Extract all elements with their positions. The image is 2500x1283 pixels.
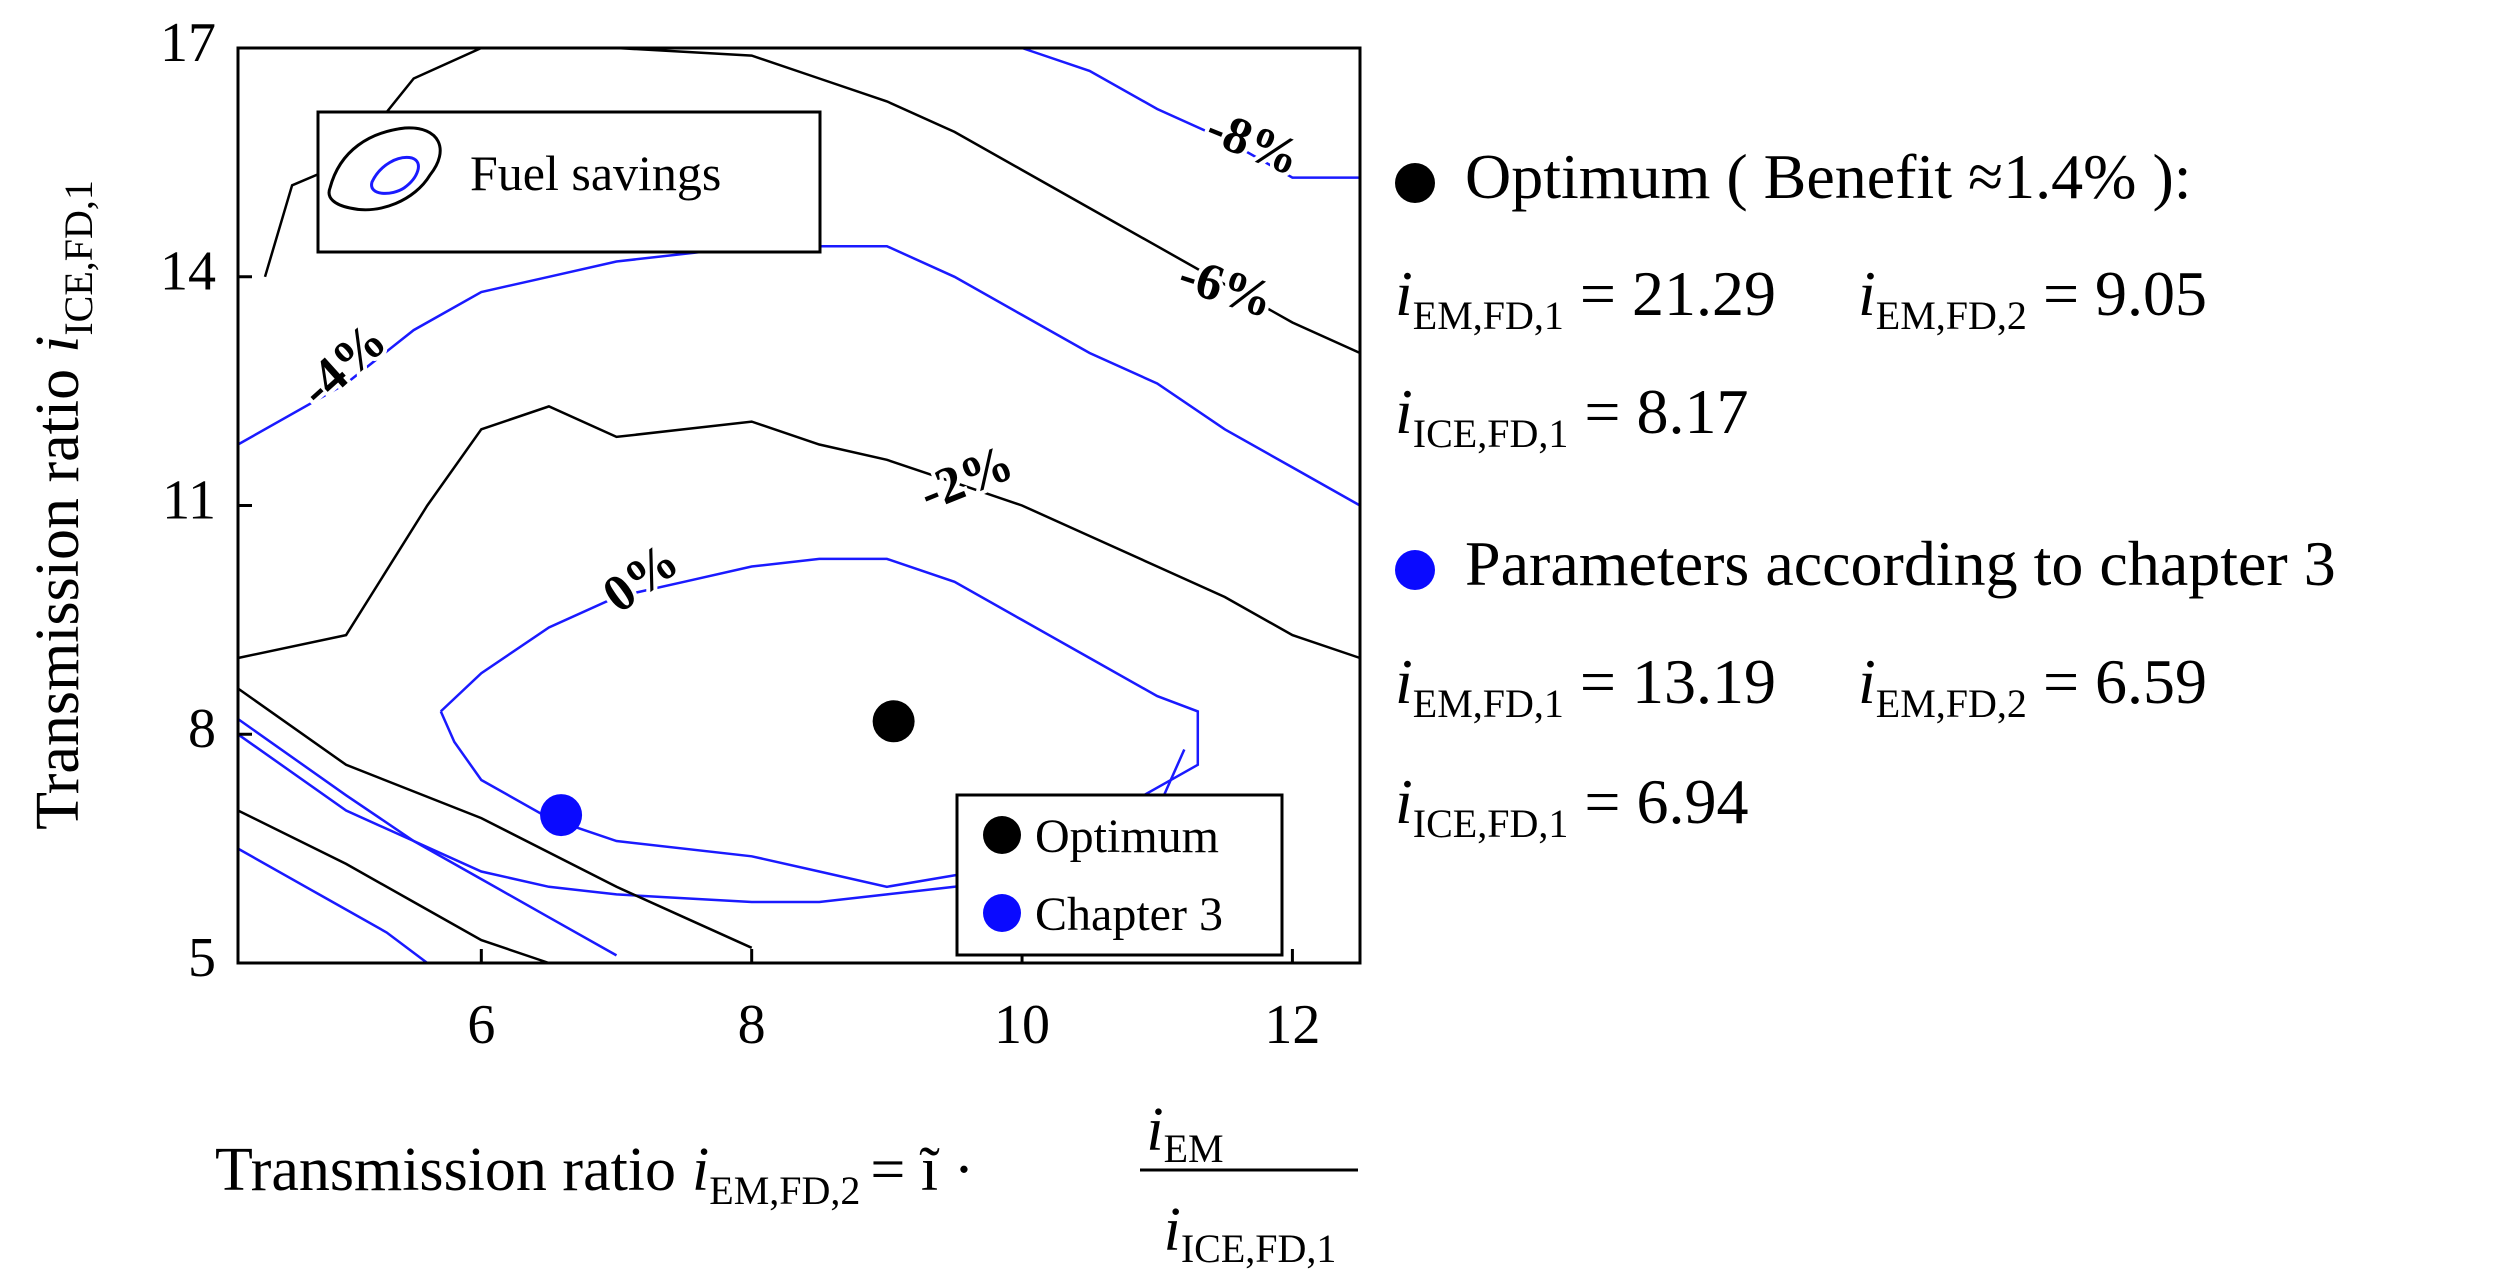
y-tick-label-1: 14 xyxy=(160,241,216,303)
fuel-savings-inner-contour-icon xyxy=(370,155,420,195)
chapter3-em-ratios: iEM,FD,1 = 13.19 iEM,FD,2 = 6.59 xyxy=(1395,650,2207,724)
chapter3-marker xyxy=(1395,550,1435,591)
legend-chapter3-label: Chapter 3 xyxy=(1035,888,1223,941)
contour-line-1 xyxy=(439,557,1200,889)
chapter3-em2-symbol: i xyxy=(1858,646,1876,717)
optimum-em2-subscript: EM,FD,2 xyxy=(1875,293,2027,338)
chapter3-ice-symbol: i xyxy=(1395,766,1413,837)
svg-text:iEM: iEM xyxy=(1146,1096,1223,1171)
chapter3-em1-subscript: EM,FD,1 xyxy=(1412,681,1564,726)
x-tick-label-1: 8 xyxy=(738,994,766,1056)
legend-chapter3-marker xyxy=(983,894,1021,932)
y-axis-ticks: 17 14 11 8 5 xyxy=(160,12,252,989)
contour-line-7 xyxy=(237,809,550,965)
contour-label-3: -6% xyxy=(1172,246,1280,330)
y-axis-label: Transmission ratio iICE,FD,1 xyxy=(24,180,101,830)
fuel-savings-legend: Fuel savings xyxy=(316,110,822,254)
optimum-em1-subscript: EM,FD,1 xyxy=(1412,293,1564,338)
y-tick-label-0: 17 xyxy=(160,12,216,74)
y-axis-label-text: Transmission ratio xyxy=(24,369,92,830)
contour-line-5 xyxy=(237,733,618,957)
x-tick-label-3: 12 xyxy=(1264,994,1320,1056)
x-axis-label-subscript: EM,FD,2 xyxy=(709,1168,860,1213)
contour-line-9 xyxy=(237,847,429,964)
chapter3-em1-symbol: i xyxy=(1395,646,1413,717)
x-axis-label-equation: = ĩ · xyxy=(870,1136,974,1204)
optimum-heading-text: Optimum ( Benefit xyxy=(1465,141,1953,212)
optimum-benefit: 1.4% ): xyxy=(2003,141,2192,212)
contour-line-2 xyxy=(237,405,1361,660)
y-axis-label-subscript: ICE,FD,1 xyxy=(56,180,101,336)
fuel-savings-outer-contour-icon xyxy=(327,126,442,212)
contour-label-2: -4% xyxy=(289,312,398,418)
chapter3-ice-value: = 6.94 xyxy=(1584,766,1749,837)
x-tick-label-0: 6 xyxy=(467,994,495,1056)
optimum-ice-ratio: iICE,FD,1 = 8.17 xyxy=(1395,380,1748,454)
chapter3-heading-text: Parameters according to chapter 3 xyxy=(1465,528,2336,599)
optimum-ice-subscript: ICE,FD,1 xyxy=(1412,411,1569,456)
x-axis-fraction-denominator-subscript: ICE,FD,1 xyxy=(1181,1226,1337,1271)
chapter3-em2-subscript: EM,FD,2 xyxy=(1875,681,2027,726)
optimum-approx-symbol: ≈ xyxy=(1968,141,2004,212)
chapter3-heading: Parameters according to chapter 3 xyxy=(1395,532,2336,596)
x-axis-label: Transmission ratio iEM,FD,2 = ĩ · iEM iICE… xyxy=(215,1096,1358,1271)
x-axis-fraction-numerator-symbol: i xyxy=(1146,1096,1163,1164)
y-tick-label-4: 5 xyxy=(188,927,216,989)
x-axis-ticks: 6 8 10 12 xyxy=(467,949,1320,1056)
chapter3-ice-subscript: ICE,FD,1 xyxy=(1412,801,1569,846)
optimum-marker xyxy=(1395,163,1435,204)
optimum-heading: Optimum ( Benefit ≈1.4% ): xyxy=(1395,145,2192,209)
optimum-em-ratios: iEM,FD,1 = 21.29 iEM,FD,2 = 9.05 xyxy=(1395,262,2207,336)
contour-label-1: -2% xyxy=(911,434,1021,523)
chapter3-em1-value: = 13.19 xyxy=(1579,646,1777,717)
optimum-ice-value: = 8.17 xyxy=(1584,376,1749,447)
chapter3-em2-value: = 6.59 xyxy=(2042,646,2208,717)
contour-label-0: 0% xyxy=(593,532,690,624)
optimum-em2-value: = 9.05 xyxy=(2042,258,2208,329)
chapter3-ice-ratio: iICE,FD,1 = 6.94 xyxy=(1395,770,1748,844)
fuel-savings-label: Fuel savings xyxy=(470,145,721,201)
y-tick-label-2: 11 xyxy=(162,469,216,531)
legend-optimum-marker xyxy=(983,816,1021,854)
optimum-em1-value: = 21.29 xyxy=(1579,258,1777,329)
x-axis-fraction-denominator-symbol: i xyxy=(1164,1196,1181,1264)
legend-optimum-label: Optimum xyxy=(1035,810,1219,863)
y-tick-label-3: 8 xyxy=(188,698,216,760)
optimum-em2-symbol: i xyxy=(1858,258,1876,329)
point-optimum xyxy=(872,700,915,743)
x-tick-label-2: 10 xyxy=(994,994,1050,1056)
y-axis-label-symbol: i xyxy=(24,336,92,353)
optimum-ice-symbol: i xyxy=(1395,376,1413,447)
points-legend: Optimum Chapter 3 xyxy=(955,793,1284,957)
point-chapter-3 xyxy=(540,794,583,837)
x-axis-fraction-numerator-subscript: EM xyxy=(1164,1126,1224,1171)
contour-label-4: -8% xyxy=(1199,99,1309,188)
contour-line-3 xyxy=(237,687,753,949)
contour-line-8 xyxy=(1021,46,1360,179)
data-points xyxy=(540,700,915,837)
x-axis-label-text: Transmission ratio xyxy=(215,1136,676,1204)
x-axis-label-symbol: i xyxy=(692,1136,709,1204)
optimum-em1-symbol: i xyxy=(1395,258,1413,329)
svg-text:iICE,FD,1: iICE,FD,1 xyxy=(1164,1196,1337,1271)
